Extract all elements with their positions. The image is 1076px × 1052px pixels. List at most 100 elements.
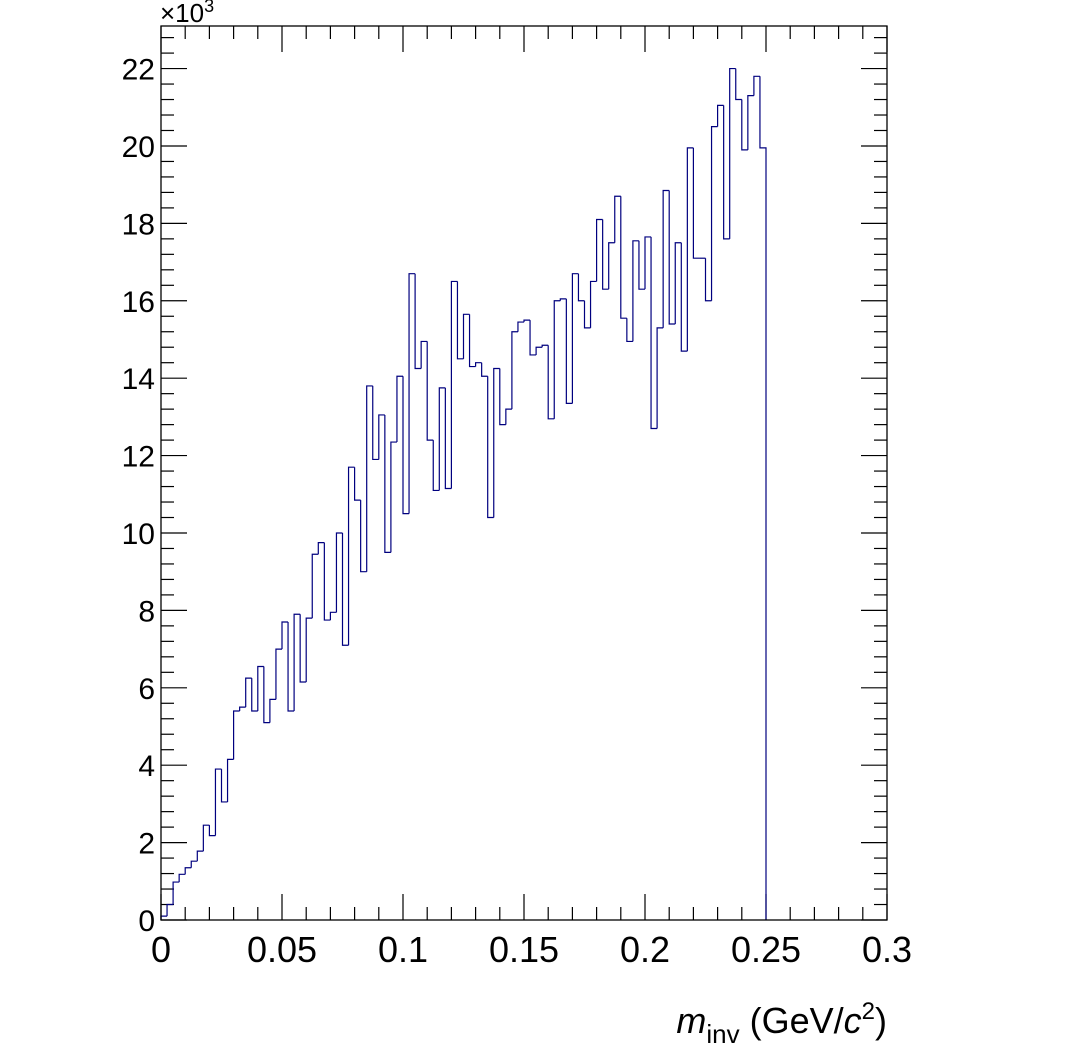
histogram-bin [535,346,543,355]
histogram-bin [172,881,180,905]
y-tick-label: 0 [138,905,155,938]
y-tick-label: 10 [122,518,155,551]
y-tick-labels: 0 2 4 6 8 10 12 14 16 18 20 22 [122,54,155,938]
histogram-bin [626,318,633,343]
histogram-bin [717,104,724,127]
plot-frame [160,25,888,921]
histogram-bin [456,281,464,360]
histogram-bin [589,280,597,328]
histogram-bin [723,105,730,240]
histogram-bin [547,345,555,420]
histogram-bin [178,873,186,883]
histogram-bin [372,385,379,461]
histogram-bin [450,280,458,489]
histogram-bin [202,824,210,852]
histogram-bin [426,341,434,441]
histogram-bin [475,362,482,367]
histogram-bin [275,648,282,700]
histogram-bin [257,665,264,712]
histogram-bin [366,385,373,572]
tick-marks [160,26,888,921]
histogram-bin [759,76,767,920]
histogram-bin [245,677,252,708]
histogram-bin [468,314,476,368]
histogram-bin [704,258,712,302]
histogram-bin [614,195,621,243]
histogram-bin [341,532,349,646]
histogram-bin [287,622,295,712]
histogram-bin [753,75,760,96]
histogram-bin [335,532,343,613]
x-tick-label: 0.3 [862,929,912,970]
x-tick-label: 0.1 [378,929,428,970]
histogram-bin [487,376,494,519]
y-tick-label: 8 [138,595,155,628]
histogram-bin [481,362,488,377]
histogram-bin [408,273,416,514]
histogram-bin [444,387,452,490]
y-tick-label: 22 [122,54,155,87]
histogram-bin [420,340,428,369]
y-tick-label: 20 [122,131,155,164]
y-tick-label: 16 [122,286,155,319]
histogram-bin [505,408,512,425]
y-tick-label: 12 [122,441,155,474]
histogram-bin [559,298,567,301]
histogram-bin [511,331,518,410]
histogram-bin [644,236,652,290]
histogram-bin [208,825,216,837]
histogram-bin [438,387,446,491]
histogram-bin [541,344,549,348]
histogram-bin [608,242,615,290]
histogram-bin [462,313,470,359]
y-tick-label: 6 [138,673,155,706]
histogram-bin [553,300,561,419]
histogram-bin [710,126,718,301]
y-tick-label: 14 [122,363,155,396]
histogram-bin [239,706,246,712]
histogram-bin [583,300,591,329]
histogram-bin [620,196,627,319]
histogram-bin [166,903,174,917]
histogram-bin [190,860,198,868]
histogram-bin [347,466,355,646]
histogram-bin [390,441,397,553]
histogram-bin [402,376,410,515]
histogram-bin [674,242,682,324]
y-tick-label: 18 [122,208,155,241]
histogram-bin [251,678,258,712]
histogram-bin [299,614,307,683]
histogram-bin [747,95,754,150]
histogram-bin [281,621,289,650]
histogram-bin [184,867,192,875]
histogram-bin [360,500,367,573]
histogram-bin [735,68,742,101]
x-tick-label: 0 [151,929,171,970]
x-tick-label: 0.05 [247,929,317,970]
histogram-bin [686,147,694,352]
histogram-bin [378,414,385,460]
histogram-bin [226,758,234,802]
histogram-bin [354,467,361,501]
y-tick-label: 4 [138,750,155,783]
histogram-bin [571,273,579,404]
histogram-bin [602,219,609,290]
x-tick-label: 0.25 [731,929,801,970]
histogram-bin [214,768,222,836]
histogram-bin [741,99,748,151]
histogram-bin [329,611,337,621]
histogram-bin [233,710,240,760]
histogram-bin [632,240,639,342]
x-tick-labels: 0 0.05 0.1 0.15 0.2 0.25 0.3 [151,929,912,970]
histogram-bin [662,189,670,328]
histogram-bin [432,440,440,492]
histogram-bin [680,242,688,352]
histogram-bin [317,542,325,555]
histogram-bin [323,542,331,621]
histogram-bin [220,769,228,803]
histogram-bin [263,666,270,724]
y-multiplier-label: ×103 [160,0,214,28]
histogram-bin [396,375,403,443]
x-tick-label: 0.2 [620,929,670,970]
